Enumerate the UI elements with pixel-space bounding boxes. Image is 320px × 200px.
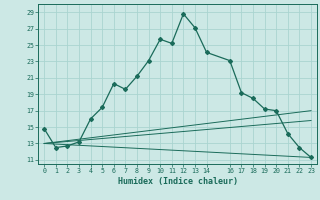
X-axis label: Humidex (Indice chaleur): Humidex (Indice chaleur): [118, 177, 238, 186]
